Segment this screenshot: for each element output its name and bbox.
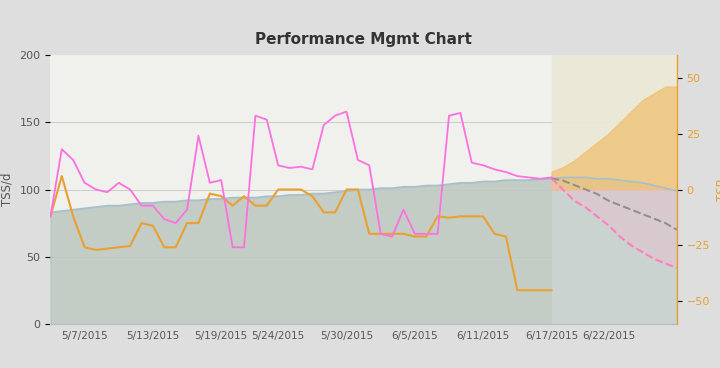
Title: Performance Mgmt Chart: Performance Mgmt Chart [255, 32, 472, 47]
Y-axis label: TSS/d: TSS/d [1, 173, 14, 206]
Y-axis label: TSB: TSB [716, 178, 720, 201]
Bar [552, 55, 677, 324]
